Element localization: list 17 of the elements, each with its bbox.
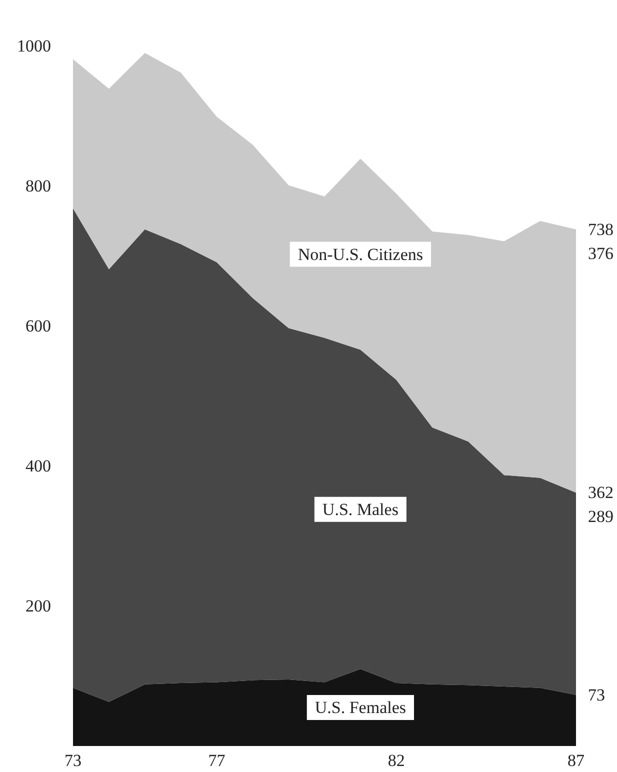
- y-tick-label: 800: [26, 176, 51, 196]
- y-tick-label: 600: [26, 316, 51, 336]
- y-tick-label: 400: [26, 456, 51, 476]
- series-label: U.S. Females: [314, 698, 406, 717]
- y-tick-label: 1000: [17, 36, 51, 56]
- x-tick-label: 82: [388, 751, 405, 770]
- data-label: 73: [588, 685, 605, 704]
- series-label: U.S. Males: [322, 500, 398, 519]
- total-label: 738: [588, 220, 614, 239]
- annotation: 362: [588, 483, 614, 502]
- data-label: 376: [588, 244, 614, 263]
- x-tick-label: 87: [568, 751, 585, 770]
- x-tick-label: 73: [64, 751, 82, 770]
- series-label: Non-U.S. Citizens: [298, 244, 423, 264]
- x-tick-label: 77: [208, 751, 226, 770]
- y-tick-label: 200: [26, 596, 51, 616]
- data-label: 289: [588, 507, 614, 526]
